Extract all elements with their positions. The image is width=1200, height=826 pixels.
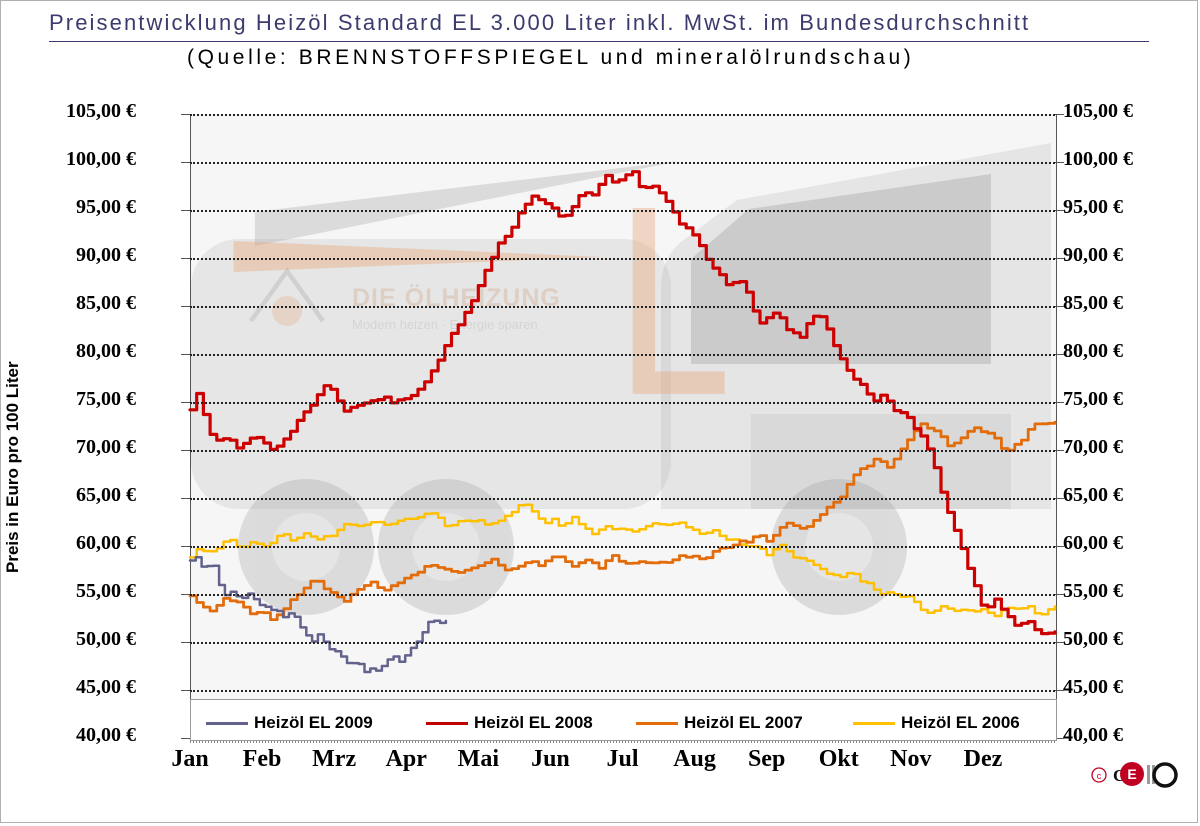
svg-text:c: c — [1097, 771, 1102, 781]
svg-text:E: E — [1127, 766, 1136, 782]
svg-text:Modern heizen · Energie sparen: Modern heizen · Energie sparen — [352, 317, 538, 332]
